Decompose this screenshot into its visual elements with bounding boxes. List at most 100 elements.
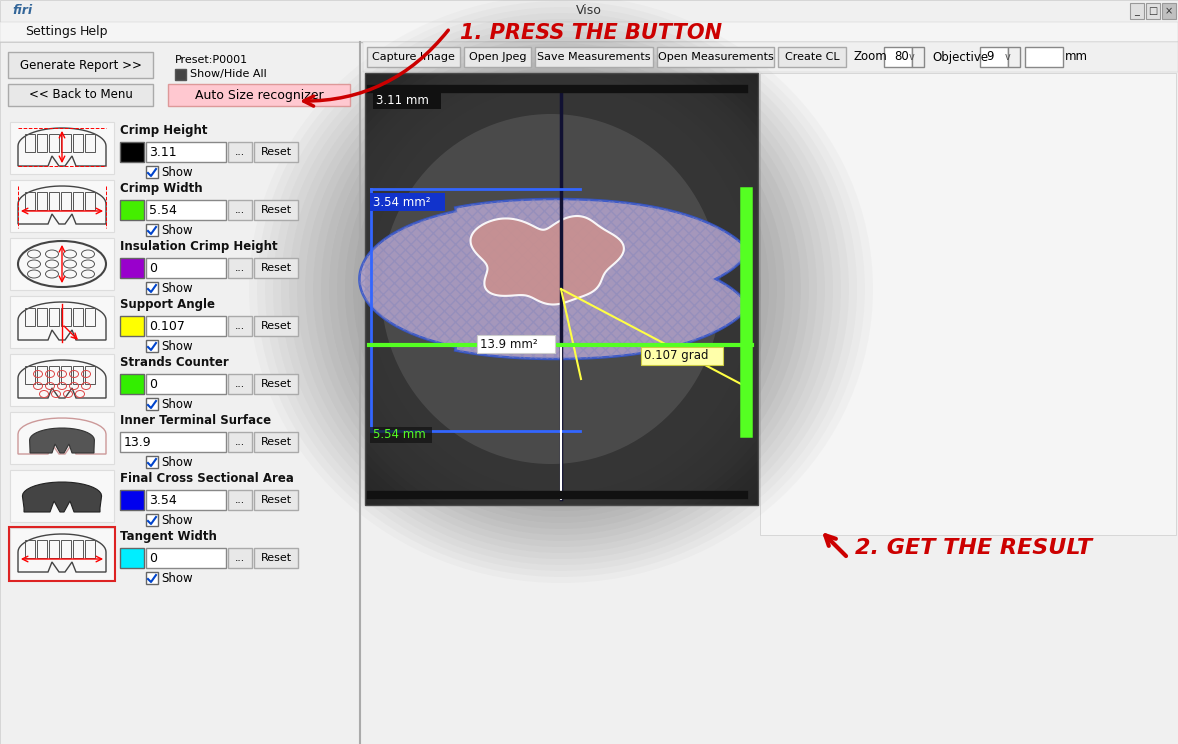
Text: Support Angle: Support Angle — [120, 298, 216, 311]
FancyBboxPatch shape — [146, 548, 226, 568]
FancyBboxPatch shape — [146, 572, 158, 584]
Text: Open Measurements: Open Measurements — [657, 52, 774, 62]
Text: Show/Hide All: Show/Hide All — [190, 69, 266, 80]
FancyBboxPatch shape — [8, 52, 153, 78]
FancyBboxPatch shape — [9, 296, 114, 348]
FancyBboxPatch shape — [370, 427, 432, 443]
Text: 0: 0 — [148, 377, 157, 391]
FancyBboxPatch shape — [229, 200, 252, 220]
Text: Preset:P0001: Preset:P0001 — [176, 55, 249, 65]
FancyBboxPatch shape — [8, 84, 153, 106]
FancyBboxPatch shape — [365, 73, 757, 505]
FancyBboxPatch shape — [146, 514, 158, 526]
FancyBboxPatch shape — [254, 200, 298, 220]
FancyBboxPatch shape — [9, 470, 114, 522]
Text: Show: Show — [161, 571, 193, 585]
Text: Create CL: Create CL — [785, 52, 840, 62]
Text: Show: Show — [161, 455, 193, 469]
Text: 13.9 mm²: 13.9 mm² — [479, 338, 537, 350]
Text: Open Jpeg: Open Jpeg — [469, 52, 527, 62]
Text: Show: Show — [161, 281, 193, 295]
Text: Settings: Settings — [25, 25, 77, 39]
Text: Reset: Reset — [260, 495, 292, 505]
Text: Viso: Viso — [576, 4, 602, 18]
Text: Show: Show — [161, 165, 193, 179]
FancyBboxPatch shape — [254, 548, 298, 568]
FancyBboxPatch shape — [1146, 3, 1160, 19]
FancyBboxPatch shape — [146, 282, 158, 294]
Text: Auto Size recognizer: Auto Size recognizer — [194, 89, 323, 101]
Text: 0: 0 — [148, 261, 157, 275]
Text: Show: Show — [161, 397, 193, 411]
Text: ...: ... — [234, 495, 245, 505]
Polygon shape — [359, 199, 749, 359]
FancyBboxPatch shape — [9, 354, 114, 406]
Text: 3.54 mm²: 3.54 mm² — [373, 196, 430, 208]
Text: 2. GET THE RESULT: 2. GET THE RESULT — [855, 538, 1092, 558]
FancyBboxPatch shape — [1162, 3, 1176, 19]
Text: Tangent Width: Tangent Width — [120, 530, 217, 543]
Text: Show: Show — [161, 339, 193, 353]
FancyBboxPatch shape — [229, 490, 252, 510]
FancyBboxPatch shape — [535, 47, 653, 67]
Text: 80: 80 — [894, 51, 908, 63]
FancyBboxPatch shape — [229, 374, 252, 394]
FancyBboxPatch shape — [1008, 47, 1020, 67]
Text: _: _ — [1134, 6, 1139, 16]
FancyBboxPatch shape — [779, 47, 846, 67]
FancyBboxPatch shape — [373, 91, 441, 109]
Text: ...: ... — [234, 379, 245, 389]
Text: 3.54: 3.54 — [148, 493, 177, 507]
FancyBboxPatch shape — [146, 166, 158, 178]
FancyBboxPatch shape — [9, 238, 114, 290]
Text: Zoom: Zoom — [854, 51, 888, 63]
Text: 0.107: 0.107 — [148, 319, 185, 333]
FancyBboxPatch shape — [368, 47, 459, 67]
FancyBboxPatch shape — [0, 42, 360, 744]
FancyBboxPatch shape — [229, 548, 252, 568]
FancyBboxPatch shape — [229, 142, 252, 162]
Text: ×: × — [1165, 6, 1173, 16]
FancyBboxPatch shape — [146, 316, 226, 336]
Text: ...: ... — [234, 205, 245, 215]
Text: ...: ... — [234, 263, 245, 273]
FancyBboxPatch shape — [146, 258, 226, 278]
FancyBboxPatch shape — [370, 193, 445, 211]
Text: Reset: Reset — [260, 205, 292, 215]
Text: 9: 9 — [986, 51, 993, 63]
FancyBboxPatch shape — [912, 47, 924, 67]
FancyBboxPatch shape — [9, 122, 114, 174]
Text: Inner Terminal Surface: Inner Terminal Surface — [120, 414, 271, 427]
Text: v: v — [1005, 52, 1011, 62]
FancyBboxPatch shape — [657, 47, 774, 67]
Text: << Back to Menu: << Back to Menu — [28, 89, 132, 101]
FancyBboxPatch shape — [120, 548, 144, 568]
Polygon shape — [470, 216, 624, 304]
FancyBboxPatch shape — [254, 258, 298, 278]
Text: Reset: Reset — [260, 437, 292, 447]
FancyBboxPatch shape — [146, 456, 158, 468]
Text: Help: Help — [80, 25, 108, 39]
Text: Show: Show — [161, 513, 193, 527]
Text: Crimp Width: Crimp Width — [120, 182, 203, 195]
Text: Crimp Height: Crimp Height — [120, 124, 207, 137]
FancyBboxPatch shape — [0, 0, 1178, 22]
Text: □: □ — [1149, 6, 1158, 16]
Text: Generate Report >>: Generate Report >> — [20, 59, 141, 71]
FancyBboxPatch shape — [254, 142, 298, 162]
FancyBboxPatch shape — [146, 490, 226, 510]
FancyBboxPatch shape — [120, 374, 144, 394]
Text: ...: ... — [234, 437, 245, 447]
Polygon shape — [22, 482, 101, 512]
Text: firi: firi — [12, 4, 32, 18]
FancyBboxPatch shape — [0, 22, 1178, 42]
FancyBboxPatch shape — [9, 180, 114, 232]
Text: v: v — [909, 52, 915, 62]
FancyBboxPatch shape — [146, 340, 158, 352]
Text: 1. PRESS THE BUTTON: 1. PRESS THE BUTTON — [459, 23, 722, 43]
Text: Reset: Reset — [260, 147, 292, 157]
Text: Objective: Objective — [932, 51, 988, 63]
FancyBboxPatch shape — [1025, 47, 1063, 67]
Text: 3.11: 3.11 — [148, 146, 177, 158]
Text: Save Measurements: Save Measurements — [537, 52, 651, 62]
